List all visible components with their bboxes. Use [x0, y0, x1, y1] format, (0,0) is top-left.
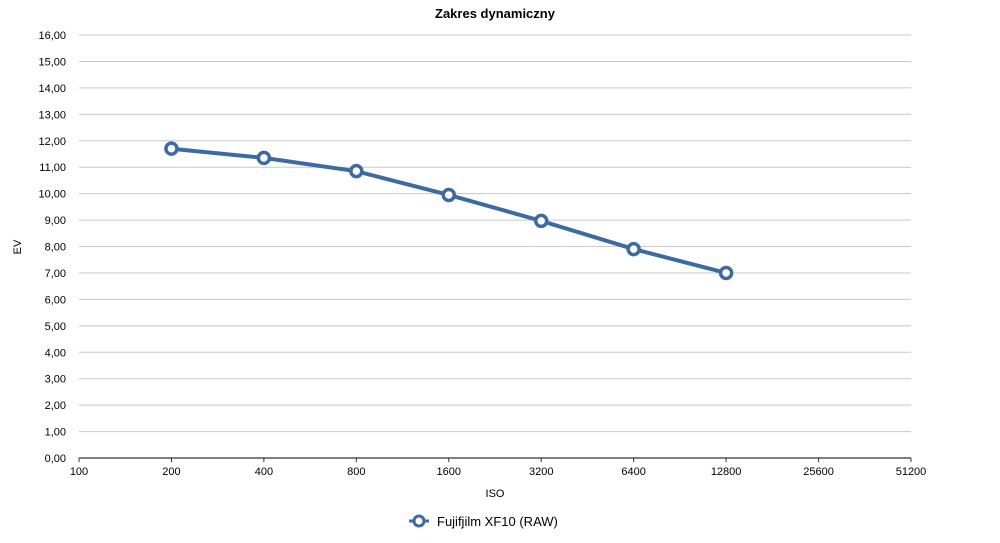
x-tick-label: 100 — [70, 466, 88, 478]
x-axis-ticks: 100 200 400 800 1600 3200 6400 12800 25600 51200 — [70, 458, 926, 478]
y-tick-label: 11,00 — [39, 162, 66, 174]
x-tick-label: 800 — [347, 466, 365, 478]
data-point[interactable] — [626, 241, 641, 257]
y-tick-label: 1,00 — [45, 427, 66, 439]
y-tick-label: 0,00 — [45, 453, 66, 465]
chart-title: Zakres dynamiczny — [435, 6, 556, 21]
x-tick-label: 6400 — [621, 466, 645, 478]
y-axis-ticks: 0,00 1,00 2,00 3,00 4,00 5,00 6,00 7,00 8,00 9,00… — [38, 30, 66, 465]
data-point[interactable] — [441, 187, 457, 203]
data-point[interactable] — [533, 213, 549, 229]
x-tick-label: 51200 — [896, 466, 927, 478]
y-axis-label: EV — [12, 239, 24, 254]
legend-label: Fujifjilm XF10 (RAW) — [437, 514, 558, 529]
y-tick-label: 2,00 — [45, 400, 66, 412]
y-tick-label: 6,00 — [45, 294, 66, 306]
data-point[interactable] — [718, 265, 734, 281]
y-tick-label: 3,00 — [45, 374, 66, 386]
y-tick-label: 16,00 — [38, 30, 66, 42]
grid — [79, 34, 911, 433]
y-tick-label: 12,00 — [38, 136, 66, 148]
legend-marker-icon — [412, 514, 426, 528]
y-tick-label: 15,00 — [38, 56, 66, 68]
x-tick-label: 200 — [162, 466, 180, 478]
y-tick-label: 9,00 — [45, 215, 66, 227]
data-point[interactable] — [256, 150, 272, 166]
y-tick-label: 5,00 — [45, 321, 66, 333]
x-tick-label: 12800 — [711, 466, 742, 478]
y-tick-label: 8,00 — [45, 242, 66, 254]
y-tick-label: 14,00 — [38, 83, 66, 95]
x-axis-label: ISO — [486, 488, 505, 500]
data-point[interactable] — [349, 163, 364, 179]
y-tick-label: 4,00 — [45, 347, 66, 359]
x-tick-label: 3200 — [529, 466, 553, 478]
y-tick-label: 13,00 — [38, 109, 66, 121]
x-tick-label: 25600 — [803, 466, 834, 478]
series-group — [164, 141, 734, 281]
y-tick-label: 7,00 — [45, 268, 66, 280]
y-tick-label: 10,00 — [38, 189, 66, 201]
x-tick-label: 1600 — [437, 466, 461, 478]
data-point[interactable] — [164, 141, 179, 156]
legend[interactable]: Fujifjilm XF10 (RAW) — [409, 514, 558, 529]
x-tick-label: 400 — [255, 466, 273, 478]
